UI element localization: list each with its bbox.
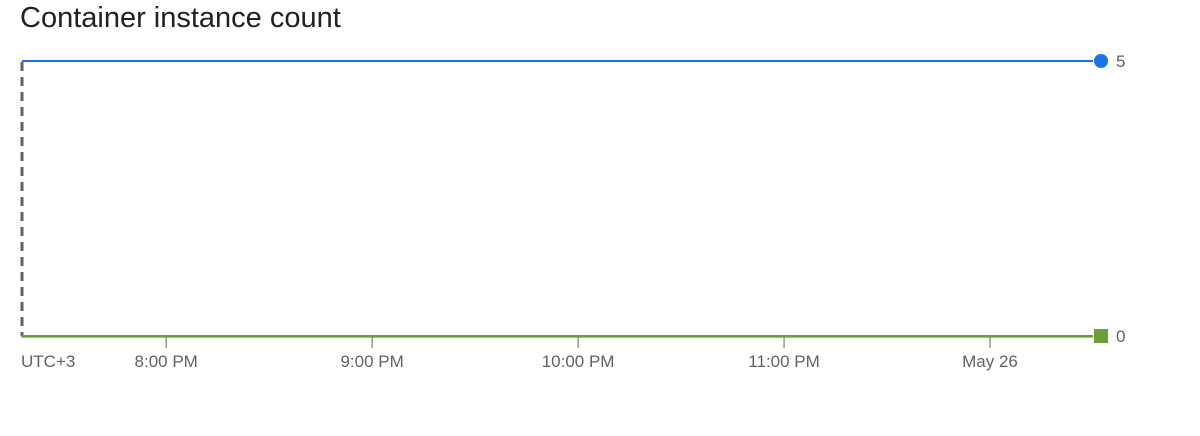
x-tick-label: 8:00 PM	[135, 352, 198, 371]
x-tick-label: 9:00 PM	[340, 352, 403, 371]
chart-title: Container instance count	[20, 2, 341, 34]
series-end-marker	[1094, 54, 1108, 68]
y-axis-labels: 50	[1116, 52, 1125, 346]
y-tick-label: 5	[1116, 52, 1125, 71]
y-tick-label: 0	[1116, 327, 1125, 346]
series-group	[22, 54, 1108, 343]
x-tick-label: 10:00 PM	[542, 352, 615, 371]
timezone-label: UTC+3	[21, 352, 75, 371]
x-tick-label: May 26	[962, 352, 1018, 371]
series-end-marker	[1094, 329, 1108, 343]
x-tick-label: 11:00 PM	[748, 352, 820, 371]
x-axis-ticks: 8:00 PM 9:00 PM 10:00 PM 11:00 PM May 26	[135, 336, 1018, 371]
